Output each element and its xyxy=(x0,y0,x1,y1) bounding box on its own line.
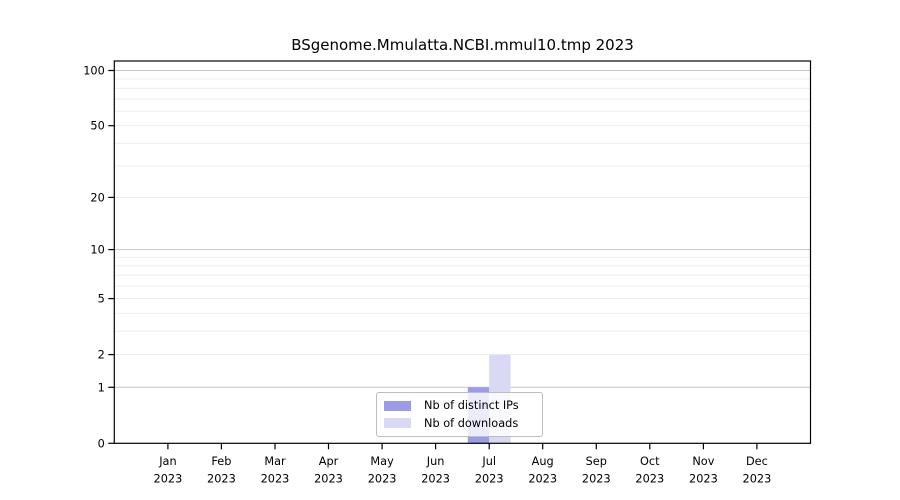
legend-swatch-downloads-icon xyxy=(384,418,411,429)
x-axis-tick-label: Nov 2023 xyxy=(689,455,718,486)
legend: Nb of distinct IPs Nb of downloads xyxy=(376,392,543,437)
x-axis-tick-label: Jan 2023 xyxy=(154,455,183,486)
y-axis-tick-label: 1 xyxy=(98,381,105,394)
x-axis-tick-label: Jun 2023 xyxy=(421,455,450,486)
x-axis-tick-label: Apr 2023 xyxy=(314,455,343,486)
x-axis-tick-label: Mar 2023 xyxy=(261,455,290,486)
y-axis-tick-label: 5 xyxy=(98,293,105,306)
plot-frame xyxy=(113,60,812,444)
x-axis-tick-label: Jul 2023 xyxy=(475,455,504,486)
y-axis-tick-label: 0 xyxy=(98,437,105,450)
y-axis-tick-label: 50 xyxy=(90,120,104,133)
y-axis-tick-label: 100 xyxy=(83,65,105,78)
legend-label-distinct-ips: Nb of distinct IPs xyxy=(424,399,519,413)
y-axis-tick-label: 2 xyxy=(98,349,105,362)
x-axis-tick-label: Oct 2023 xyxy=(635,455,664,486)
y-axis-tick-label: 20 xyxy=(90,191,104,204)
x-axis-tick-label: Sep 2023 xyxy=(582,455,611,486)
legend-item-distinct-ips: Nb of distinct IPs xyxy=(384,398,534,414)
x-axis-tick-label: May 2023 xyxy=(368,455,397,486)
legend-item-downloads: Nb of downloads xyxy=(384,415,534,431)
y-axis-tick-label: 10 xyxy=(90,244,104,257)
x-axis-tick-label: Aug 2023 xyxy=(528,455,557,486)
legend-label-downloads: Nb of downloads xyxy=(424,416,519,430)
chart-title: BSgenome.Mmulatta.NCBI.mmul10.tmp 2023 xyxy=(291,36,634,54)
x-axis-tick-label: Dec 2023 xyxy=(743,455,772,486)
legend-swatch-distinct-ips-icon xyxy=(384,400,411,411)
x-axis-tick-label: Feb 2023 xyxy=(207,455,236,486)
